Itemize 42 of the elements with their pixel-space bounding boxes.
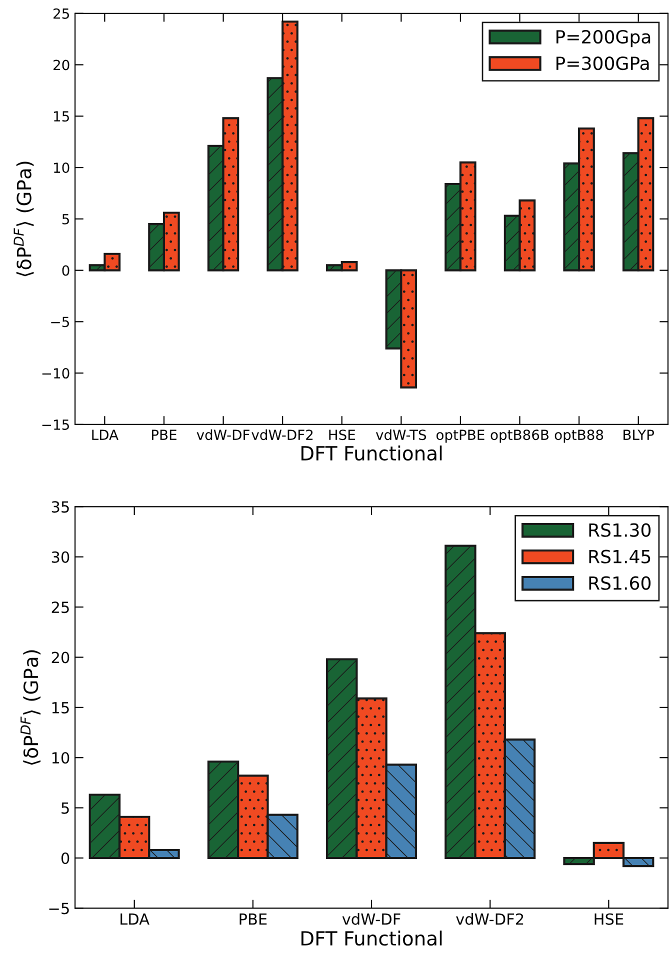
y-axis-title: ⟨δP$^{DF}$⟩ (GPa) bbox=[14, 162, 34, 276]
y-axis-title: ⟨δP$^{DF}$⟩ (GPa) bbox=[20, 650, 40, 765]
y-tick-label: 0 bbox=[61, 852, 70, 864]
legend-label: P=200Gpa bbox=[556, 30, 650, 48]
x-tick-label: HSE bbox=[594, 913, 624, 925]
y-tick-label: 35 bbox=[52, 501, 69, 513]
y-tick-label: 10 bbox=[52, 752, 70, 764]
y-tick-label: 20 bbox=[52, 652, 70, 664]
x-axis-title: DFT Functional bbox=[301, 930, 442, 946]
x-tick-label: vdW-DF bbox=[342, 913, 400, 925]
y-tick-label: 25 bbox=[52, 602, 69, 614]
y-tick-label: 15 bbox=[52, 702, 69, 714]
legend-label: RS1.30 bbox=[589, 523, 651, 537]
y-tick-label: 30 bbox=[52, 551, 70, 563]
x-tick-label: optPBE bbox=[436, 430, 484, 443]
y-tick-label: −5 bbox=[49, 902, 69, 914]
x-tick-label: vdW-DF2 bbox=[252, 429, 313, 440]
y-tick-label: 25 bbox=[54, 8, 69, 19]
legend-label: RS1.60 bbox=[589, 576, 651, 590]
y-tick-label: −5 bbox=[51, 316, 69, 328]
legend-label: P=300GPa bbox=[556, 56, 649, 70]
x-tick-label: vdW-DF bbox=[196, 429, 250, 440]
y-tick-label: 0 bbox=[62, 265, 70, 276]
y-tick-label: 5 bbox=[62, 214, 69, 224]
y-tick-label: 15 bbox=[54, 111, 69, 122]
y-tick-label: 20 bbox=[54, 60, 70, 70]
x-tick-label: vdW-TS bbox=[376, 429, 426, 440]
x-tick-label: vdW-DF2 bbox=[456, 913, 524, 925]
x-tick-label: optB86B bbox=[490, 430, 549, 443]
x-tick-label: BLYP bbox=[624, 430, 654, 440]
y-tick-label: 10 bbox=[54, 162, 70, 174]
x-tick-label: optB88 bbox=[554, 430, 604, 443]
x-axis-title: DFT Functional bbox=[301, 446, 442, 461]
x-tick-label: PBE bbox=[240, 914, 267, 925]
y-tick-label: −10 bbox=[42, 368, 70, 379]
y-tick-label: −15 bbox=[42, 420, 69, 430]
x-tick-label: LDA bbox=[92, 430, 118, 440]
x-tick-label: LDA bbox=[120, 914, 150, 925]
x-tick-label: HSE bbox=[329, 430, 355, 440]
legend-label: RS1.45 bbox=[589, 550, 650, 564]
x-tick-label: PBE bbox=[152, 430, 176, 440]
y-tick-label: 5 bbox=[62, 802, 69, 814]
